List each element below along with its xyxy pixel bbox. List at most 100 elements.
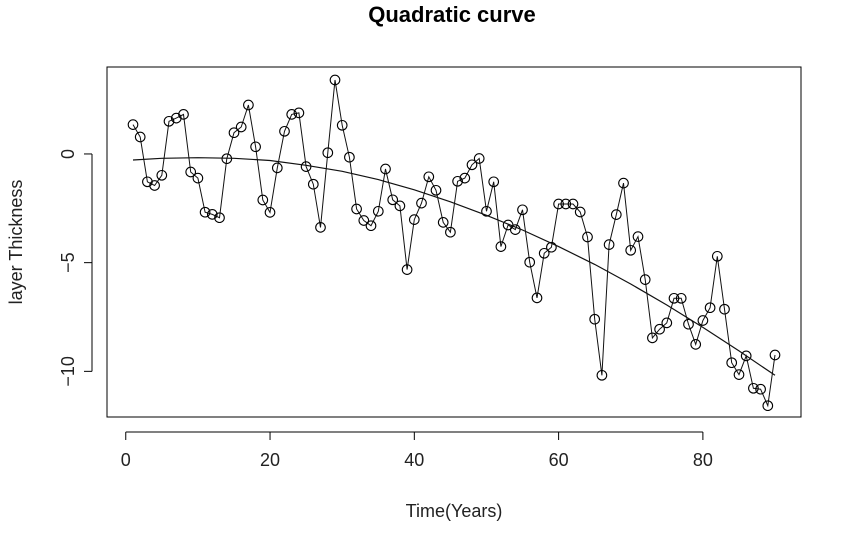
data-point (481, 205, 492, 217)
data-point (185, 166, 197, 178)
data-point (697, 315, 709, 326)
data-point (228, 127, 240, 139)
data-point (740, 350, 752, 362)
data-point (271, 162, 283, 174)
data-point (264, 207, 276, 218)
data-point (553, 198, 564, 210)
data-point (531, 292, 543, 304)
data-point (351, 203, 362, 215)
data-point (380, 163, 391, 175)
data-point (322, 147, 334, 159)
data-point (437, 217, 449, 228)
data-point (372, 205, 384, 217)
data-point (690, 339, 702, 350)
data-point (127, 119, 139, 130)
data-point (408, 214, 420, 225)
data-point (307, 178, 319, 190)
x-axis-label: Time(Years) (406, 501, 503, 521)
y-tick-label: −10 (58, 356, 78, 387)
data-point (524, 256, 536, 268)
data-point (603, 239, 615, 250)
data-point (495, 241, 507, 252)
data-point (704, 302, 716, 314)
data-point (639, 274, 651, 285)
data-point (632, 231, 644, 242)
data-point (755, 383, 766, 395)
data-point (748, 382, 759, 394)
data-point (625, 244, 637, 256)
y-tick-label: −5 (58, 252, 78, 273)
data-point (452, 175, 463, 187)
data-point (401, 264, 413, 275)
data-point (134, 131, 146, 143)
data-point (488, 176, 500, 188)
data-point (214, 212, 225, 224)
series-layer (127, 74, 781, 412)
data-point (769, 349, 781, 361)
data-point (329, 74, 341, 86)
data-point (235, 121, 247, 133)
data-point (293, 107, 305, 119)
data-point (459, 172, 471, 184)
data-point (163, 115, 175, 127)
data-point (199, 206, 211, 218)
x-tick-label: 60 (549, 450, 569, 470)
data-point (416, 197, 427, 209)
data-point (387, 194, 399, 206)
data-point (344, 151, 355, 163)
data-point (647, 332, 658, 344)
data-point (250, 141, 261, 153)
data-point (661, 317, 673, 329)
data-point (610, 209, 622, 220)
data-point (711, 250, 723, 262)
data-point (206, 209, 218, 220)
x-axis: 0 20 40 60 80 (121, 431, 713, 470)
data-point (726, 357, 738, 369)
x-tick-label: 80 (693, 450, 713, 470)
data-point (589, 313, 601, 325)
x-tick-label: 40 (404, 450, 424, 470)
data-point (668, 292, 680, 304)
data-point (243, 99, 254, 111)
data-point (279, 125, 290, 137)
data-point (546, 241, 557, 253)
data-point (618, 177, 629, 189)
y-axis-label: layer Thickness (6, 180, 26, 305)
data-point (654, 323, 665, 335)
data-point (445, 226, 456, 238)
data-point (719, 303, 730, 315)
x-tick-label: 20 (260, 450, 280, 470)
data-point (517, 204, 528, 216)
chart-title: Quadratic curve (368, 2, 536, 27)
data-point (365, 220, 377, 232)
data-point (423, 171, 435, 183)
data-point (683, 318, 694, 330)
fitted-quadratic-curve (132, 157, 776, 376)
data-point (762, 400, 774, 412)
data-point (466, 159, 478, 171)
y-axis: 0 −5 −10 (58, 149, 93, 387)
data-point (336, 119, 348, 131)
data-point (149, 180, 160, 191)
y-tick-label: 0 (58, 149, 78, 159)
data-point (582, 231, 593, 243)
data-point (473, 153, 485, 164)
data-point (560, 198, 572, 210)
data-point (286, 109, 298, 120)
data-point (574, 206, 586, 218)
data-point (358, 215, 370, 226)
data-point (733, 369, 745, 380)
data-point (178, 109, 189, 120)
data-point (257, 194, 269, 206)
x-tick-label: 0 (121, 450, 131, 470)
data-point (538, 247, 550, 259)
data-line (132, 79, 776, 408)
data-point (596, 369, 608, 381)
data-point (567, 198, 579, 210)
data-point (675, 292, 687, 304)
data-point (430, 184, 442, 196)
data-point (192, 172, 204, 184)
plot-box (106, 66, 802, 418)
data-point (156, 169, 168, 181)
